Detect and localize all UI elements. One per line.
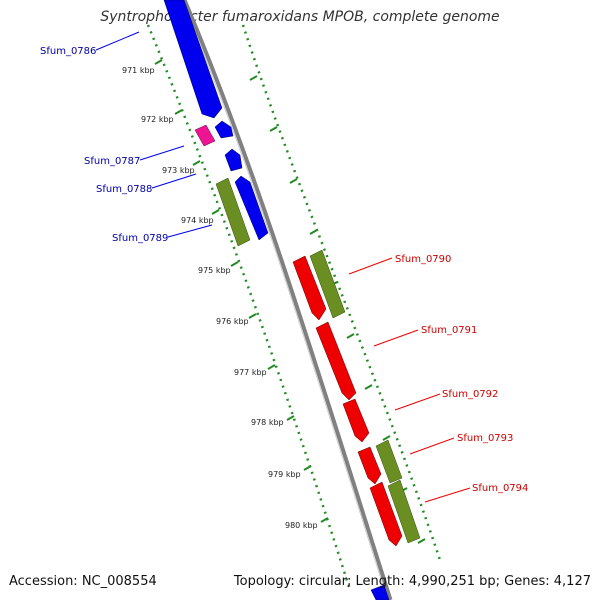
forward-genes (163, 0, 390, 600)
accession-label: Accession: NC_008554 (9, 574, 157, 589)
gene-arrow-sfum-0792[interactable] (342, 398, 370, 443)
gene-arrow-sfum-0787[interactable] (194, 124, 216, 147)
kbp-label: 977 kbp (234, 368, 267, 377)
gene-label-right[interactable]: Sfum_0790 (395, 254, 451, 265)
gene-arrow-sfum-0794[interactable] (369, 481, 403, 547)
kbp-label: 978 kbp (251, 418, 284, 427)
gene-bar-sfum-0794[interactable] (387, 479, 421, 544)
kbp-label: 980 kbp (285, 521, 318, 530)
genome-backbone (181, 0, 393, 600)
kbp-label: 975 kbp (198, 266, 231, 275)
kbp-label: 971 kbp (122, 66, 155, 75)
gene-label-right[interactable]: Sfum_0792 (442, 389, 498, 400)
map-title: Syntrophobacter fumaroxidans MPOB, compl… (100, 9, 500, 25)
kbp-label: 979 kbp (268, 470, 301, 479)
topology-label: Topology: circular; Length: 4,990,251 bp… (233, 574, 591, 589)
gene-bar-sfum-0793[interactable] (375, 439, 403, 484)
gene-bar-sfum-0789[interactable] (215, 177, 251, 247)
kbp-label: 972 kbp (141, 115, 174, 124)
gene-arrow-sfum-0791[interactable] (315, 321, 357, 401)
gene-label-left[interactable]: Sfum_0786 (40, 46, 96, 57)
callout-lines-left (95, 31, 213, 238)
gene-arrow-end (370, 584, 390, 600)
kbp-label: 973 kbp (162, 166, 195, 175)
kbp-label: 974 kbp (181, 216, 214, 225)
gene-arrow-sfum-0787b[interactable] (214, 120, 234, 139)
genome-backbone-highlight (181, 0, 389, 600)
gene-arrow-sfum-0786[interactable] (163, 0, 223, 119)
ruler-track-right (241, 24, 442, 561)
gene-label-right[interactable]: Sfum_0791 (421, 325, 477, 336)
gene-arrow-sfum-0789b[interactable] (234, 175, 269, 241)
gene-label-left[interactable]: Sfum_0789 (112, 233, 168, 244)
gene-bar-sfum-0790[interactable] (309, 249, 346, 319)
gene-track (215, 177, 421, 544)
kbp-label: 976 kbp (216, 317, 249, 326)
ruler-ticks-left (154, 59, 329, 523)
gene-label-right[interactable]: Sfum_0794 (472, 483, 528, 494)
callout-lines-right (348, 257, 471, 503)
gene-label-left[interactable]: Sfum_0788 (96, 184, 152, 195)
gene-arrow-sfum-0788[interactable] (224, 148, 243, 172)
gene-arrow-sfum-0790[interactable] (292, 255, 327, 321)
gene-label-right[interactable]: Sfum_0793 (457, 433, 513, 444)
reverse-genes (292, 255, 403, 547)
gene-label-left[interactable]: Sfum_0787 (84, 156, 140, 167)
gene-arrow-sfum-0793[interactable] (357, 446, 382, 485)
